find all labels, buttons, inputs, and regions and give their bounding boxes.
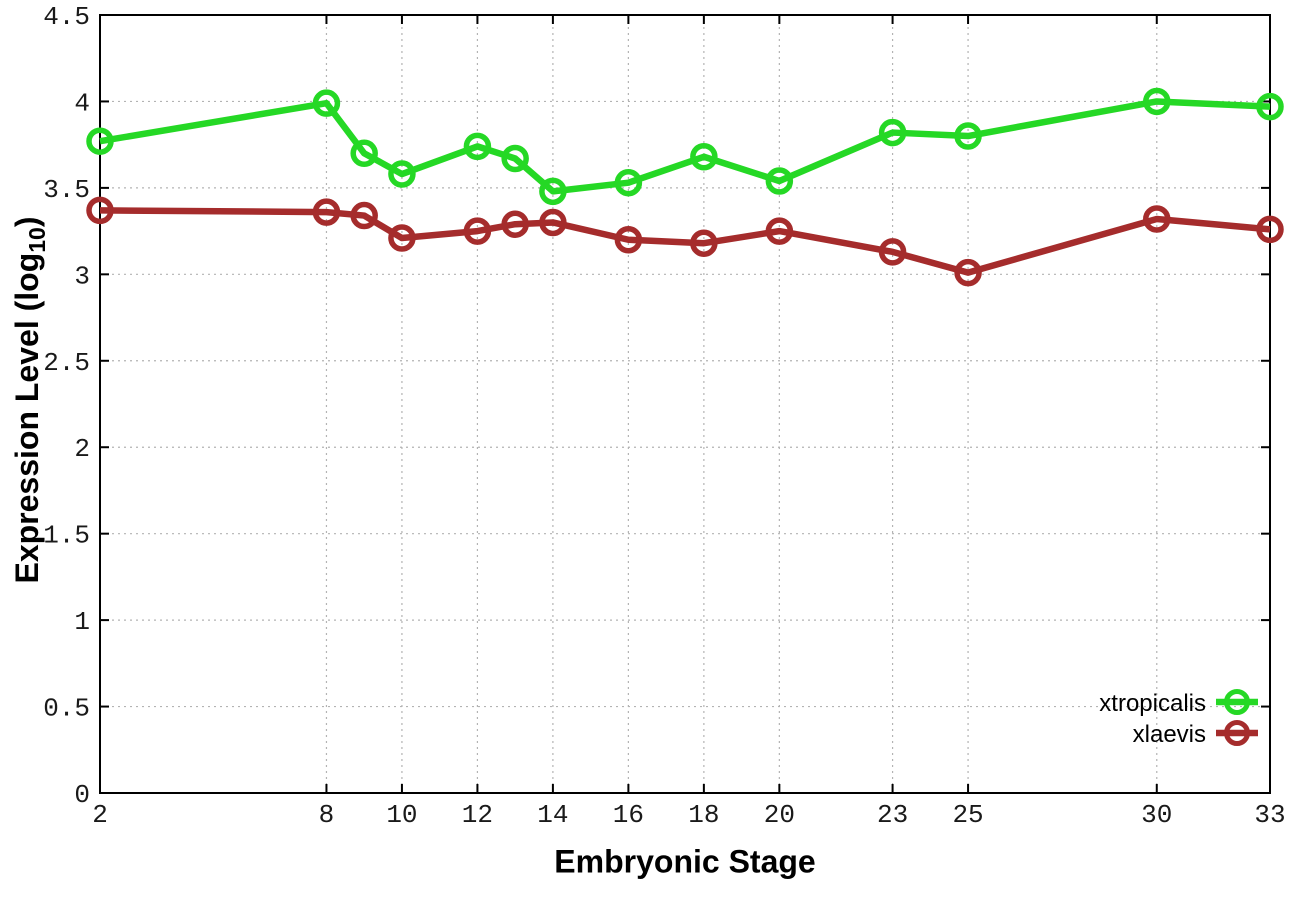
x-tick-label: 18 — [688, 800, 719, 830]
y-axis-title-text: Expression Level (log — [8, 252, 45, 584]
data-point-xlaevis — [312, 198, 341, 226]
data-point-xlaevis — [878, 238, 907, 266]
legend-item-xlaevis: xlaevis — [1133, 720, 1258, 748]
data-point-xtropicalis — [312, 89, 341, 117]
x-tick-label: 14 — [537, 800, 568, 830]
data-point-xtropicalis — [690, 143, 718, 171]
data-point-xlaevis — [690, 229, 718, 257]
data-point-xlaevis — [614, 226, 643, 254]
data-point-xtropicalis — [86, 127, 114, 155]
data-point-xlaevis — [539, 208, 567, 237]
series-xlaevis — [86, 196, 1284, 287]
y-tick-label: 0 — [74, 780, 90, 810]
x-tick-label: 25 — [952, 800, 983, 830]
axis-ticks — [99, 14, 1271, 794]
data-point-xtropicalis — [350, 139, 378, 168]
data-point-xlaevis — [388, 224, 416, 252]
data-point-xlaevis — [350, 201, 378, 230]
series-line-xlaevis — [99, 207, 1271, 276]
legend-marker-xtropicalis — [1224, 689, 1250, 715]
x-axis-title: Embryonic Stage — [554, 843, 816, 880]
data-point-xtropicalis — [539, 177, 567, 206]
y-tick-label: 0.5 — [43, 694, 90, 724]
y-axis-title-close: ) — [8, 216, 45, 228]
x-tick-label: 16 — [613, 800, 644, 830]
x-tick-label: 12 — [462, 800, 493, 830]
data-point-xlaevis — [463, 217, 492, 245]
x-tick-label: 8 — [319, 800, 335, 830]
y-tick-label: 2 — [74, 434, 90, 464]
y-tick-label: 1 — [74, 607, 90, 637]
data-point-xlaevis — [501, 210, 529, 238]
series-line-xtropicalis — [99, 98, 1271, 195]
data-point-xtropicalis — [1143, 87, 1171, 116]
x-tick-label: 20 — [764, 800, 795, 830]
data-point-xtropicalis — [614, 168, 643, 197]
data-point-xtropicalis — [765, 167, 794, 195]
data-point-xtropicalis — [878, 118, 907, 147]
plot-border — [99, 14, 1271, 794]
data-point-xtropicalis — [954, 122, 982, 150]
data-point-xlaevis — [765, 217, 794, 245]
series-xtropicalis — [86, 87, 1284, 206]
data-point-xlaevis — [86, 196, 114, 225]
y-tick-label: 4 — [74, 88, 90, 118]
legend: xtropicalis xlaevis — [1099, 689, 1258, 748]
data-point-xlaevis — [1143, 205, 1171, 233]
y-tick-label: 3 — [74, 261, 90, 291]
y-tick-label: 2.5 — [43, 348, 90, 378]
data-point-xlaevis — [954, 258, 982, 287]
y-axis-title: Expression Level (log10) — [9, 216, 51, 583]
y-axis-title-subscript: 10 — [24, 227, 51, 253]
legend-item-xtropicalis: xtropicalis — [1099, 689, 1258, 717]
y-tick-label: 3.5 — [43, 175, 90, 205]
y-tick-label: 4.5 — [43, 2, 90, 32]
legend-label-xtropicalis: xtropicalis — [1099, 690, 1206, 717]
y-tick-label: 1.5 — [43, 521, 90, 551]
data-point-xtropicalis — [501, 144, 529, 173]
tick-labels: 0 0.5 1 1.5 2 2.5 3 3.5 4 4.5 2 8 10 12 14 16 18 20 23 25 30… — [43, 2, 1285, 830]
grid-lines — [100, 15, 1270, 793]
x-tick-label: 33 — [1254, 800, 1285, 830]
data-point-xlaevis — [1256, 215, 1284, 244]
legend-label-xlaevis: xlaevis — [1133, 721, 1206, 748]
data-point-xtropicalis — [463, 132, 492, 161]
x-tick-label: 23 — [877, 800, 908, 830]
x-tick-label: 30 — [1141, 800, 1172, 830]
data-point-xtropicalis — [388, 160, 416, 188]
legend-marker-xlaevis — [1224, 720, 1250, 746]
x-tick-label: 2 — [92, 800, 108, 830]
data-point-xtropicalis — [1256, 92, 1284, 121]
x-tick-label: 10 — [386, 800, 417, 830]
